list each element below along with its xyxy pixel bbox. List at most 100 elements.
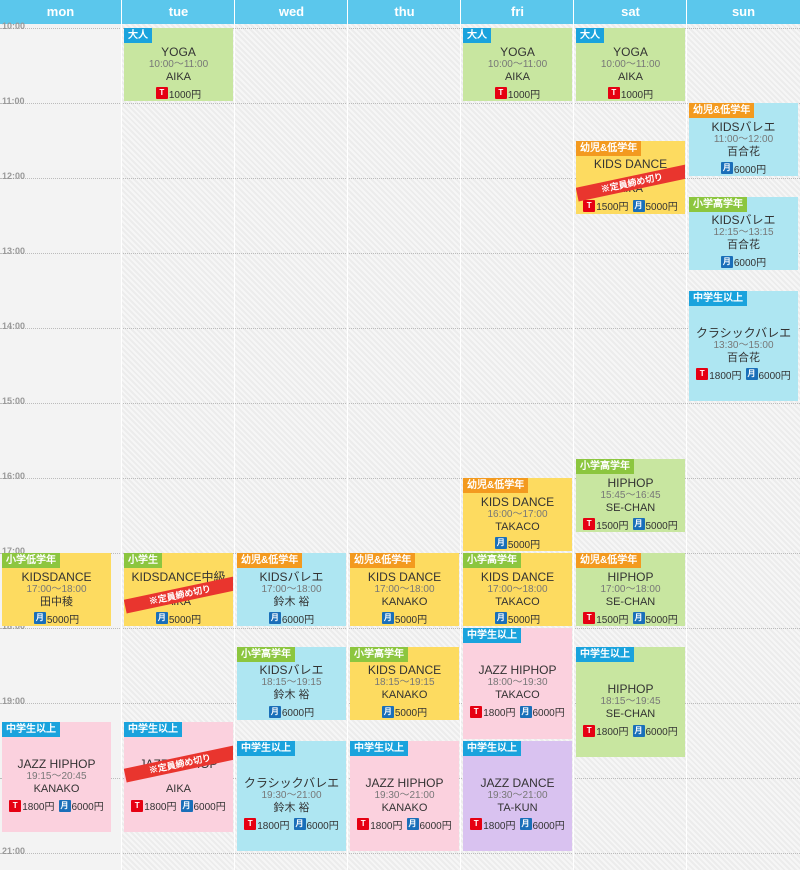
class-block[interactable]: 中学生以上 クラシックバレエ 19:30〜21:00 鈴木 裕 T 1800円月 6000円 [237, 740, 346, 851]
class-info: HIPHOP 17:00〜18:00 SE-CHAN T 1500円月 5000円 [576, 570, 685, 626]
ticket-icon: T [696, 368, 709, 381]
monthly-price: 月 6000円 [406, 817, 452, 832]
hour-gridline [0, 853, 800, 854]
class-block[interactable]: 大人 YOGA 10:00〜11:00 AIKA T 1000円 [576, 28, 685, 101]
ticket-price: T 1500円 [583, 198, 629, 213]
instructor-name: KANAKO [33, 783, 80, 795]
monthly-price: 月 5000円 [632, 611, 678, 626]
monthly-icon: 月 [155, 612, 168, 624]
ticket-price: T 1500円 [583, 611, 629, 626]
class-block[interactable]: 大人 YOGA 10:00〜11:00 AIKA T 1000円 [124, 28, 233, 101]
class-block[interactable]: 小学高学年 KIDSバレエ 12:15〜13:15 百合花月 6000円 [689, 196, 798, 270]
monthly-price: 月 6000円 [720, 254, 766, 269]
price-label: 5000円 [507, 614, 541, 626]
class-title: JAZZ HIPHOP [365, 775, 444, 790]
class-time: 17:00〜18:00 [600, 583, 661, 595]
price-label: 1500円 [596, 202, 629, 213]
class-info: KIDSバレエ 11:00〜12:00 百合花月 6000円 [689, 120, 798, 176]
ticket-price: T 1000円 [607, 86, 653, 101]
class-block[interactable]: 幼児&低学年 HIPHOP 17:00〜18:00 SE-CHAN T 1500円月 500… [576, 553, 685, 626]
class-title: クラシックバレエ [243, 775, 340, 790]
price-list: T 1000円 [576, 86, 685, 101]
instructor-name: SE-CHAN [605, 501, 656, 514]
class-block[interactable]: 小学高学年 KIDS DANCE 17:00〜18:00 TAKACO 月 5000円 [463, 553, 572, 626]
class-block[interactable]: 大人 YOGA 10:00〜11:00 AIKA T 1000円 [463, 28, 572, 101]
class-block[interactable]: 幼児&低学年 KIDSバレエ 17:00〜18:00 鈴木 裕月 6000円 [237, 553, 346, 626]
class-block[interactable]: 中学生以上 HIPHOP 18:15〜19:45 SE-CHAN T 1800円月 6000… [576, 646, 685, 758]
monthly-price: 月 6000円 [293, 817, 339, 832]
class-info: HIPHOP 15:45〜16:45 SE-CHAN T 1500円月 5000円 [576, 476, 685, 532]
class-block[interactable]: 小学高学年 KIDSバレエ 18:15〜19:15 鈴木 裕月 6000円 [237, 646, 346, 720]
monthly-icon: 月 [381, 705, 394, 718]
class-time: 12:15〜13:15 [713, 227, 774, 239]
ticket-icon: T [583, 518, 596, 531]
class-title: KIDS DANCE [367, 569, 442, 584]
class-info: JAZZ HIPHOP 19:30〜21:00 KANAKO T 1800円月 6000円 [350, 776, 459, 832]
day-column-wed [235, 24, 348, 870]
monthly-icon: 月 [632, 612, 645, 624]
price-list: T 1800円月 6000円 [350, 817, 459, 832]
class-title: YOGA [613, 44, 648, 59]
monthly-icon: 月 [720, 255, 733, 268]
day-header-tue: tue [122, 0, 235, 24]
price-list: T 1000円 [124, 86, 233, 101]
monthly-icon: 月 [268, 612, 281, 624]
price-label: 6000円 [532, 708, 565, 720]
monthly-icon: 月 [494, 537, 507, 549]
monthly-icon: 月 [494, 612, 507, 624]
class-title: JAZZ HIPHOP [478, 663, 557, 678]
class-time: 13:30〜15:00 [713, 339, 774, 351]
ticket-icon: T [607, 87, 620, 99]
time-label: 18:00 [2, 621, 26, 631]
column-separator [573, 0, 574, 870]
class-block[interactable]: 小学高学年 KIDS DANCE 18:15〜19:15 KANAKO 月 5000円 [350, 646, 459, 720]
instructor-name: AIKA [165, 70, 192, 83]
instructor-name: 鈴木 裕 [273, 595, 310, 608]
column-separator [121, 0, 122, 870]
instructor-name: TA-KUN [497, 801, 538, 814]
class-block[interactable]: 幼児&低学年 KIDS DANCE 17:00〜18:00 KANAKO 月 5000円 [350, 553, 459, 626]
class-block[interactable]: 中学生以上 JAZZ HIPHOP 18:00〜19:30 TAKACO T 1800円月… [463, 628, 572, 739]
instructor-name: TAKACO [495, 595, 540, 608]
class-block[interactable]: 小学高学年 HIPHOP 15:45〜16:45 SE-CHAN T 1500円月 5000… [576, 459, 685, 533]
column-separator [686, 0, 687, 870]
class-time: 19:30〜21:00 [261, 789, 322, 801]
ticket-price: T 1800円 [9, 798, 55, 813]
monthly-price: 月 5000円 [494, 611, 541, 626]
class-time: 18:15〜19:45 [600, 696, 661, 707]
class-block[interactable]: 中学生以上 クラシックバレエ 13:30〜15:00 百合花 T 1800円月 6000円 [689, 290, 798, 401]
class-block[interactable]: 中学生以上 JAZZ DANCE 19:30〜21:00 TA-KUN T 1800円月 6… [463, 740, 572, 851]
price-list: T 1800円月 6000円 [689, 367, 798, 382]
class-title: KIDS DANCE [593, 157, 668, 171]
time-label: 15:00 [2, 396, 26, 406]
age-tag: 小学高学年 [463, 553, 521, 568]
instructor-name: SE-CHAN [605, 595, 656, 608]
class-block[interactable]: 小学低学年 KIDSDANCE 17:00〜18:00 田中稜月 5000円 [2, 553, 111, 626]
ticket-icon: T [583, 724, 596, 737]
class-block[interactable]: 中学生以上 JAZZ HIPHOP 19:15〜20:45 KANAKO T 1800円月… [2, 721, 111, 833]
class-block[interactable]: 幼児&低学年 KIDS DANCE 16:00〜17:00 TAKACO 月 5000円 [463, 478, 572, 551]
price-label: 6000円 [306, 820, 339, 832]
price-list: T 1800円月 6000円 [576, 723, 685, 738]
monthly-icon: 月 [632, 724, 645, 737]
class-block[interactable]: 幼児&低学年 KIDSバレエ 11:00〜12:00 百合花月 6000円 [689, 103, 798, 176]
price-label: 6000円 [281, 614, 315, 626]
hour-gridline [0, 253, 800, 254]
price-list: 月 5000円 [2, 611, 111, 626]
monthly-price: 月 5000円 [381, 611, 427, 626]
ticket-price: T 1800円 [470, 817, 516, 832]
monthly-price: 月 6000円 [519, 817, 565, 832]
monthly-price: 月 6000円 [58, 798, 104, 813]
class-title: YOGA [161, 44, 196, 59]
price-label: 1800円 [144, 802, 177, 813]
monthly-icon: 月 [632, 199, 645, 212]
price-label: 5000円 [645, 520, 678, 532]
price-list: T 1000円 [463, 86, 572, 101]
class-time: 19:30〜21:00 [487, 789, 548, 801]
monthly-price: 月 6000円 [745, 367, 791, 382]
class-block[interactable]: 中学生以上 JAZZ HIPHOP 19:30〜21:00 KANAKO T 1800円月… [350, 740, 459, 851]
class-time: 10:00〜11:00 [600, 58, 661, 70]
